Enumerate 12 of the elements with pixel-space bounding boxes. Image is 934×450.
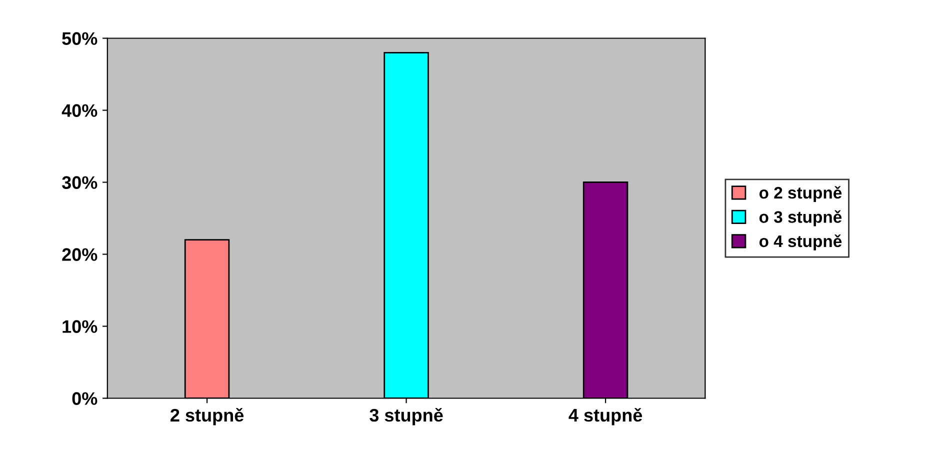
y-tick-label: 10% [62,320,98,333]
x-tick-label: 2 stupně [170,408,244,426]
y-tick-label: 20% [62,248,98,261]
x-tick-label: 4 stupně [568,408,642,426]
y-tick-label: 50% [62,32,98,45]
y-tick-label: 30% [62,176,98,189]
legend-label: o 2 stupně [759,186,842,202]
legend-label: o 4 stupně [759,234,842,250]
legend-label: o 3 stupně [759,210,842,226]
y-tick-label: 0% [72,392,98,405]
y-tick-label: 40% [62,104,98,117]
x-tick-label: 3 stupně [370,408,443,426]
